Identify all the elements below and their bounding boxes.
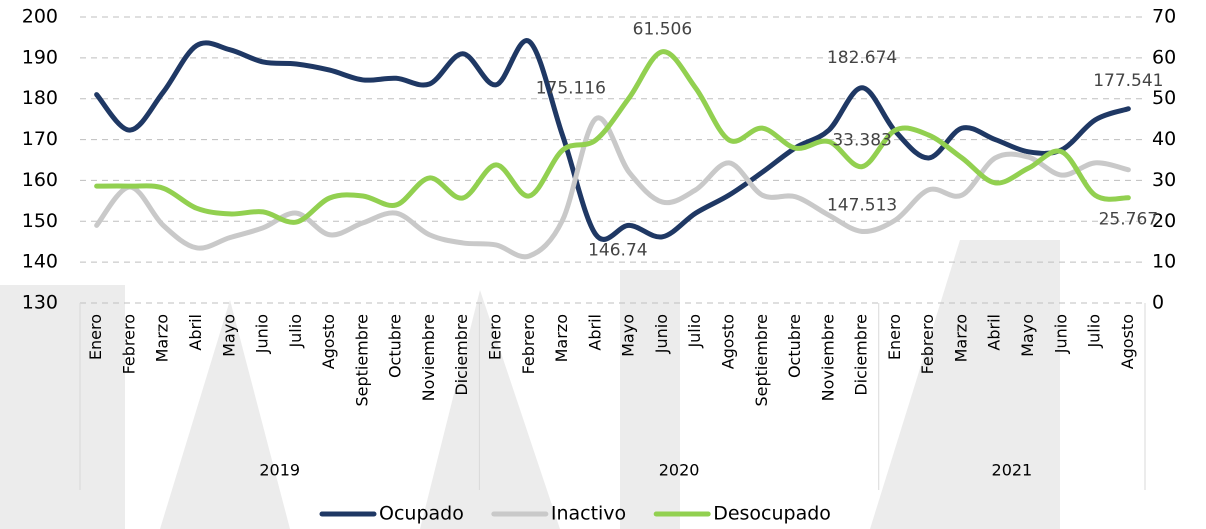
y-tick-label: 200 xyxy=(22,6,58,28)
x-tick-label: Agosto xyxy=(319,314,338,369)
x-tick-label: Noviembre xyxy=(818,314,837,401)
x-tick-label: Enero xyxy=(486,314,505,360)
x-tick-label: Julio xyxy=(1085,314,1104,349)
series-line xyxy=(94,49,1131,225)
x-tick-label: Mayo xyxy=(1018,314,1037,357)
x-tick-label: Abril xyxy=(585,314,604,351)
background-watermark xyxy=(0,240,1060,529)
x-tick-label: Julio xyxy=(685,314,704,349)
x-tick-label: Abril xyxy=(186,314,205,351)
x-tick-label: Abril xyxy=(985,314,1004,351)
group-label: 2021 xyxy=(992,461,1033,480)
x-tick-label: Agosto xyxy=(1118,314,1137,369)
data-label: 147.513 xyxy=(827,195,897,215)
x-tick-label: Octubre xyxy=(785,314,804,378)
x-tick-label: Octubre xyxy=(386,314,405,378)
x-tick-label: Junio xyxy=(652,314,671,354)
y2-tick-label: 50 xyxy=(1152,87,1176,109)
x-tick-label: Mayo xyxy=(619,314,638,357)
x-tick-label: Febrero xyxy=(119,314,138,374)
data-label: 25.767 xyxy=(1099,210,1158,230)
x-tick-label: Julio xyxy=(286,314,305,349)
x-tick-label: Septiembre xyxy=(352,314,371,407)
x-tick-label: Junio xyxy=(1051,314,1070,354)
y2-tick-label: 10 xyxy=(1152,251,1176,273)
x-tick-label: Diciembre xyxy=(452,314,471,396)
legend-label: Inactivo xyxy=(551,503,626,525)
x-tick-label: Febrero xyxy=(918,314,937,374)
group-label: 2020 xyxy=(659,461,700,480)
x-tick-label: Enero xyxy=(885,314,904,360)
x-tick-label: Agosto xyxy=(718,314,737,369)
data-label: 175.116 xyxy=(536,79,606,99)
data-label: 33.383 xyxy=(832,131,891,151)
x-tick-label: Noviembre xyxy=(419,314,438,401)
y2-tick-label: 40 xyxy=(1152,128,1176,150)
x-tick-label: Marzo xyxy=(153,314,172,362)
data-label: 61.506 xyxy=(633,20,692,40)
data-label: 182.674 xyxy=(827,48,897,68)
legend-label: Ocupado xyxy=(379,503,464,525)
y-tick-label: 160 xyxy=(22,169,58,191)
x-tick-label: Septiembre xyxy=(752,314,771,407)
x-tick-label: Junio xyxy=(253,314,272,354)
y2-tick-label: 20 xyxy=(1152,210,1176,232)
x-tick-label: Marzo xyxy=(552,314,571,362)
y-tick-label: 130 xyxy=(22,292,58,314)
data-label: 146.74 xyxy=(588,241,647,261)
y-tick-label: 150 xyxy=(22,210,58,232)
group-label: 2019 xyxy=(259,461,300,480)
data-label: 177.541 xyxy=(1093,71,1163,91)
series-line xyxy=(94,38,1131,242)
y-tick-label: 190 xyxy=(22,46,58,68)
y2-tick-label: 60 xyxy=(1152,46,1176,68)
y2-tick-label: 0 xyxy=(1152,292,1164,314)
y-tick-label: 170 xyxy=(22,128,58,150)
x-tick-label: Diciembre xyxy=(852,314,871,396)
x-tick-label: Marzo xyxy=(951,314,970,362)
x-tick-label: Mayo xyxy=(219,314,238,357)
x-tick-label: Febrero xyxy=(519,314,538,374)
y2-tick-label: 70 xyxy=(1152,6,1176,28)
x-tick-label: Enero xyxy=(86,314,105,360)
y-tick-label: 180 xyxy=(22,87,58,109)
legend-label: Desocupado xyxy=(713,503,831,525)
y2-tick-label: 30 xyxy=(1152,169,1176,191)
y-tick-label: 140 xyxy=(22,251,58,273)
